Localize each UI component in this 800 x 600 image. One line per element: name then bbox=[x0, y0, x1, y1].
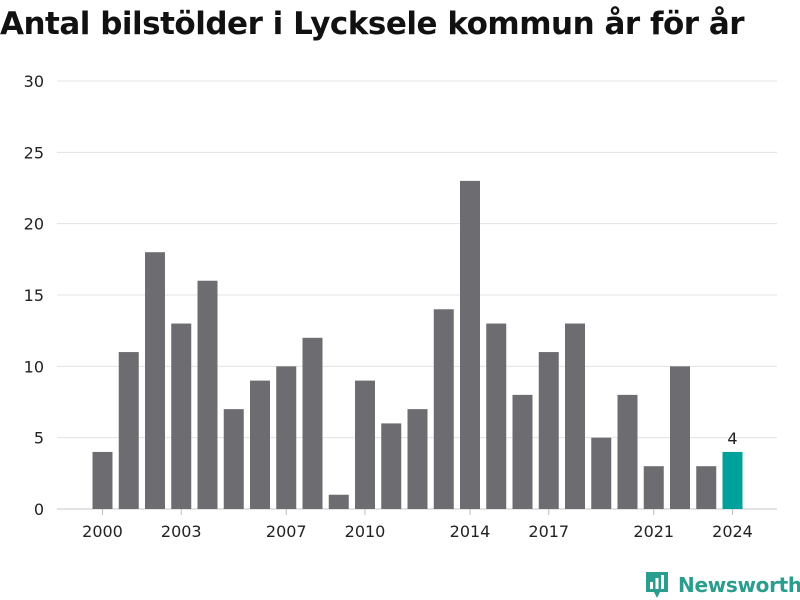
bar-2002 bbox=[145, 252, 165, 509]
x-tick-label: 2021 bbox=[633, 522, 674, 541]
y-axis-ticks: 0 5 10 15 20 25 30 bbox=[24, 72, 44, 519]
bar-2003 bbox=[171, 323, 192, 509]
bar-2022 bbox=[670, 366, 690, 509]
bar-2017 bbox=[538, 352, 559, 509]
bar-2000 bbox=[92, 451, 113, 509]
bar-2011 bbox=[381, 423, 402, 509]
x-tick-label: 2003 bbox=[161, 522, 202, 541]
bar-2023 bbox=[696, 466, 717, 509]
bar-2015 bbox=[486, 323, 507, 509]
chart-title: Antal bilstölder i Lycksele kommun år fö… bbox=[0, 6, 745, 42]
bar-2018 bbox=[565, 323, 585, 509]
y-tick-label: 20 bbox=[24, 215, 44, 234]
bar-2021 bbox=[643, 466, 664, 509]
bar-2007 bbox=[276, 366, 297, 509]
y-tick-label: 5 bbox=[34, 429, 44, 448]
bar-2016 bbox=[512, 394, 533, 509]
bar-2024 bbox=[722, 451, 743, 509]
bar-2008 bbox=[302, 337, 323, 509]
bar-2010 bbox=[355, 380, 375, 509]
x-tick-label: 2000 bbox=[82, 522, 123, 541]
x-tick-label: 2010 bbox=[345, 522, 386, 541]
bar-2006 bbox=[250, 380, 270, 509]
data-label-2024: 4 bbox=[727, 429, 737, 448]
bar-2013 bbox=[433, 309, 454, 509]
y-tick-label: 10 bbox=[24, 357, 44, 376]
bars bbox=[92, 180, 743, 509]
bar-2009 bbox=[328, 494, 349, 509]
y-tick-label: 25 bbox=[24, 143, 44, 162]
y-tick-label: 0 bbox=[34, 500, 44, 519]
bar-2014 bbox=[460, 180, 480, 509]
data-labels: 4 bbox=[727, 429, 737, 448]
newsworthy-logo-icon bbox=[646, 572, 668, 598]
brand-logo[interactable]: Newsworthy bbox=[644, 570, 800, 600]
brand-name: Newsworthy bbox=[678, 573, 800, 597]
bar-2004 bbox=[197, 280, 218, 509]
bar-2019 bbox=[591, 437, 612, 509]
x-axis-ticks: 2000 2003 2007 2010 2014 2017 2021 2024 bbox=[82, 509, 753, 541]
bar-2012 bbox=[407, 409, 428, 509]
bar-2001 bbox=[118, 352, 139, 509]
x-tick-label: 2014 bbox=[450, 522, 491, 541]
y-tick-label: 15 bbox=[24, 286, 44, 305]
x-tick-label: 2007 bbox=[266, 522, 307, 541]
x-tick-label: 2024 bbox=[712, 522, 753, 541]
x-tick-label: 2017 bbox=[528, 522, 569, 541]
y-tick-label: 30 bbox=[24, 72, 44, 91]
bar-2020 bbox=[617, 394, 638, 509]
bar-2005 bbox=[223, 409, 244, 509]
